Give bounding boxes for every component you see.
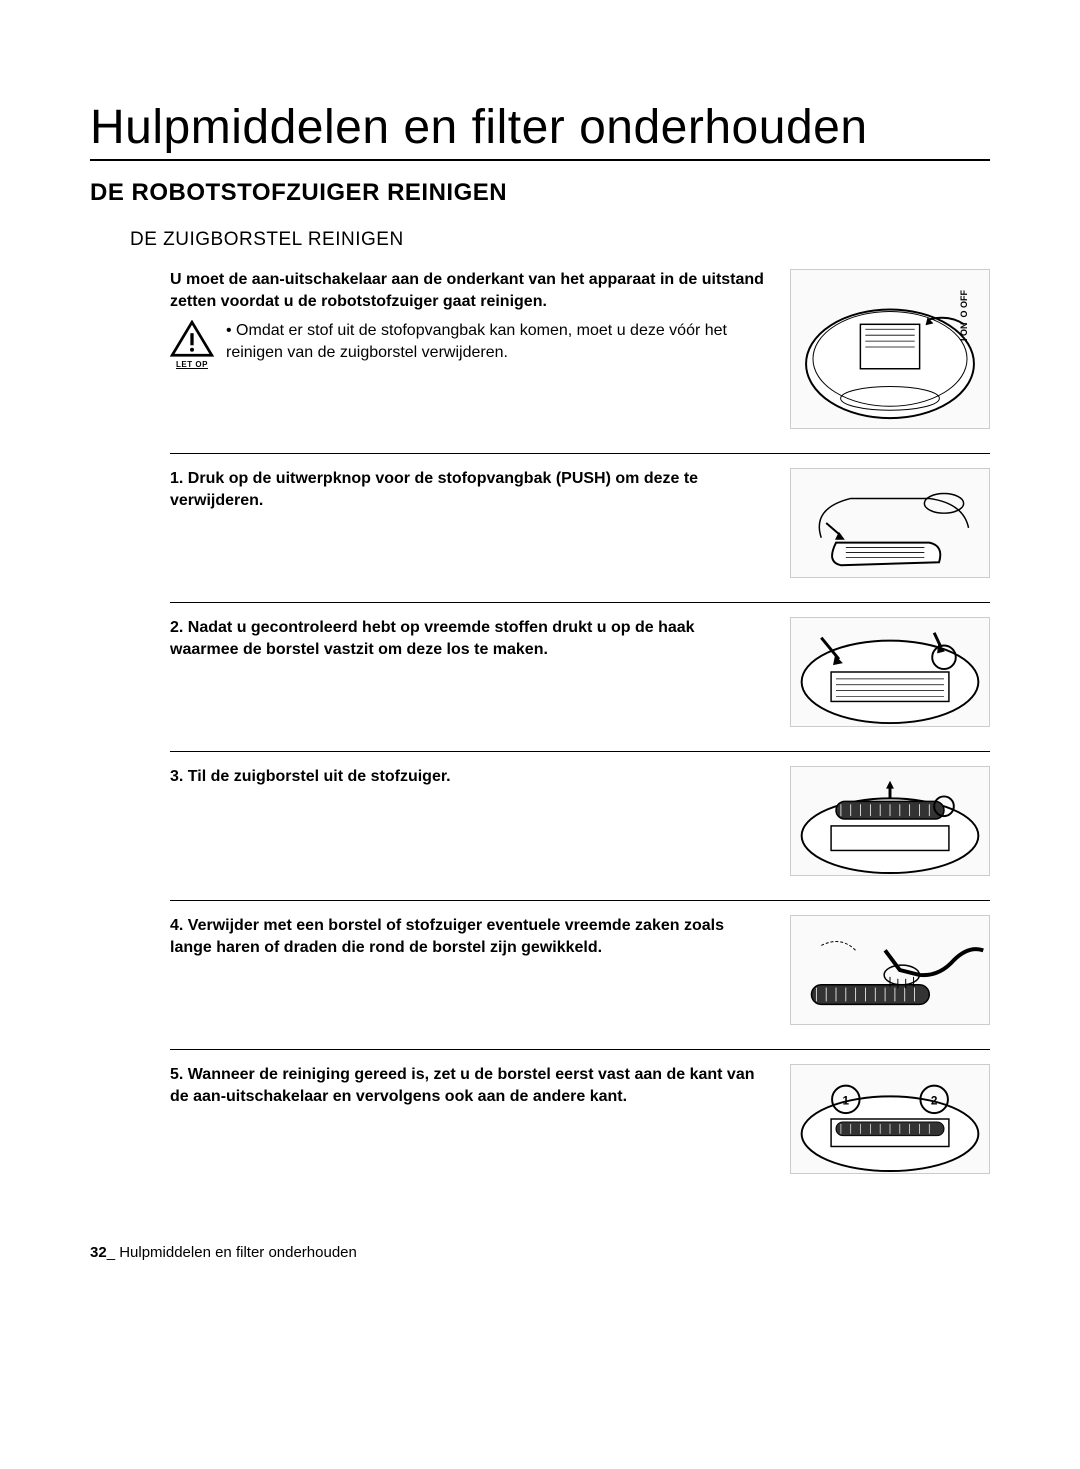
divider bbox=[170, 751, 990, 752]
step-5-illustration: 1 2 bbox=[790, 1064, 990, 1174]
divider bbox=[170, 602, 990, 603]
step-2-text: 2. Nadat u gecontroleerd hebt op vreemde… bbox=[170, 617, 790, 660]
warning-triangle-icon bbox=[170, 320, 214, 357]
step-2-illustration bbox=[790, 617, 990, 727]
svg-text:1: 1 bbox=[843, 1094, 850, 1107]
intro-text: U moet de aan-uitschakelaar aan de onder… bbox=[170, 269, 790, 369]
divider bbox=[170, 900, 990, 901]
step-1-text: 1. Druk op de uitwerpknop voor de stofop… bbox=[170, 468, 790, 511]
intro-warning: U moet de aan-uitschakelaar aan de onder… bbox=[170, 269, 766, 312]
step-3: 3. Til de zuigborstel uit de stofzuiger. bbox=[170, 766, 990, 876]
step-2: 2. Nadat u gecontroleerd hebt op vreemde… bbox=[170, 617, 990, 727]
intro-block: U moet de aan-uitschakelaar aan de onder… bbox=[170, 269, 990, 429]
step-4: 4. Verwijder met een borstel of stofzuig… bbox=[170, 915, 990, 1025]
footer-text: _ Hulpmiddelen en filter onderhouden bbox=[107, 1244, 357, 1261]
caution-icon: LET OP bbox=[170, 320, 214, 368]
step-5: 5. Wanneer de reiniging gereed is, zet u… bbox=[170, 1064, 990, 1174]
robot-top-illustration: I ON O OFF bbox=[790, 269, 990, 429]
step-4-text: 4. Verwijder met een borstel of stofzuig… bbox=[170, 915, 790, 958]
caution-label: LET OP bbox=[176, 360, 208, 369]
page-title: Hulpmiddelen en filter onderhouden bbox=[90, 100, 990, 161]
step-1-illustration bbox=[790, 468, 990, 578]
caution-text: Omdat er stof uit de stofopvangbak kan k… bbox=[226, 322, 727, 361]
caution-row: LET OP • Omdat er stof uit de stofopvang… bbox=[170, 320, 766, 368]
page-footer: 32_ Hulpmiddelen en filter onderhouden bbox=[90, 1244, 990, 1261]
on-off-label: I ON O OFF bbox=[959, 290, 969, 341]
sub-heading: DE ZUIGBORSTEL REINIGEN bbox=[130, 229, 990, 251]
caution-bullet: • Omdat er stof uit de stofopvangbak kan… bbox=[226, 320, 766, 363]
step-1: 1. Druk op de uitwerpknop voor de stofop… bbox=[170, 468, 990, 578]
step-3-text: 3. Til de zuigborstel uit de stofzuiger. bbox=[170, 766, 790, 788]
section-heading: DE ROBOTSTOFZUIGER REINIGEN bbox=[90, 179, 990, 207]
divider bbox=[170, 1049, 990, 1050]
step-5-text: 5. Wanneer de reiniging gereed is, zet u… bbox=[170, 1064, 790, 1107]
divider bbox=[170, 453, 990, 454]
step-3-illustration bbox=[790, 766, 990, 876]
step-4-illustration bbox=[790, 915, 990, 1025]
svg-text:2: 2 bbox=[931, 1094, 938, 1107]
page-number: 32 bbox=[90, 1244, 107, 1261]
